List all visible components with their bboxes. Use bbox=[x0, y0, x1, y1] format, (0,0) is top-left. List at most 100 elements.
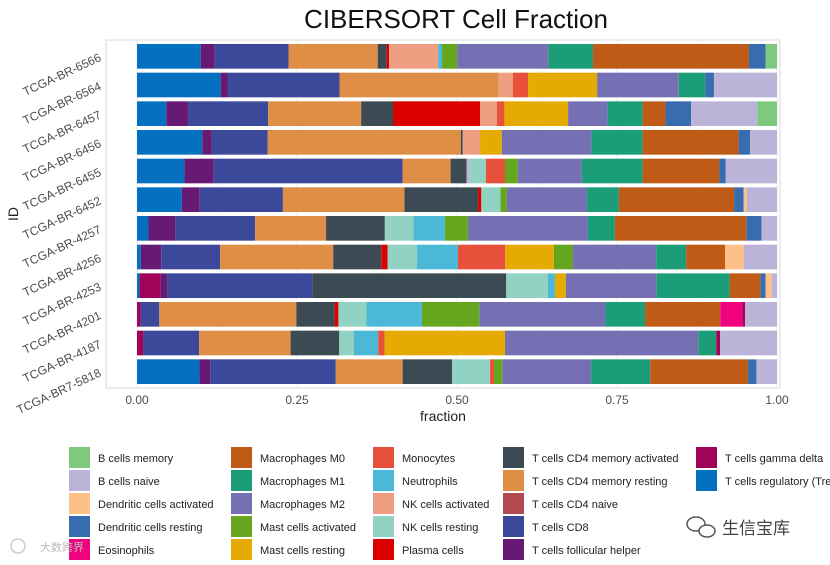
bar-segment-mast-cells-activated bbox=[553, 244, 574, 270]
legend-item-macrophages-m0: Macrophages M0 bbox=[231, 447, 345, 468]
bar-segment-b-cells-naive bbox=[761, 216, 777, 241]
bars bbox=[137, 44, 777, 384]
legend-label: T cells gamma delta bbox=[725, 453, 824, 465]
bar-segment-mast-cells-activated bbox=[493, 359, 503, 384]
bar-segment-mast-cells-resting bbox=[504, 101, 569, 126]
bar-segment-macrophages-m2 bbox=[467, 216, 588, 241]
bar-segment-t-cells-cd8 bbox=[187, 101, 269, 126]
bar-segment-dendritic-cells-resting bbox=[746, 216, 762, 241]
bar-segment-t-cells-cd8 bbox=[213, 158, 403, 184]
bar-segment-t-cells-cd4-memory-activated bbox=[326, 216, 385, 241]
bar-segment-mast-cells-activated bbox=[442, 44, 458, 69]
bar-segment-mast-cells-activated bbox=[421, 302, 480, 327]
legend: B cells memory B cells naive Dendritic cel… bbox=[69, 447, 830, 560]
bar-TCGA-BR-6452 bbox=[137, 187, 777, 212]
legend-swatch bbox=[696, 470, 717, 491]
legend-swatch bbox=[69, 493, 90, 514]
plot-panel bbox=[105, 39, 781, 389]
bar-segment-t-cells-cd4-memory-activated bbox=[460, 130, 463, 155]
legend-swatch bbox=[373, 539, 394, 560]
legend-item-t-cells-cd4-memory-activated: T cells CD4 memory activated bbox=[503, 447, 679, 468]
legend-label: Macrophages M2 bbox=[260, 499, 345, 511]
bar-segment-nk-cells-resting bbox=[338, 302, 367, 327]
x-tick-label: 0.75 bbox=[605, 393, 629, 407]
bar-TCGA-BR-6566 bbox=[137, 44, 777, 69]
legend-label: T cells CD4 naive bbox=[532, 499, 618, 511]
legend-swatch bbox=[231, 447, 252, 468]
y-tick-labels: TCGA-BR-6566TCGA-BR-6564TCGA-BR-6457TCGA… bbox=[15, 50, 104, 417]
bar-segment-b-cells-naive bbox=[691, 101, 758, 126]
bar-segment-nk-cells-resting bbox=[506, 273, 548, 298]
bar-segment-t-cells-regulatory-tregs bbox=[137, 244, 141, 270]
bar-segment-plasma-cells bbox=[478, 187, 482, 212]
bar-segment-t-cells-cd4-memory-resting bbox=[402, 158, 451, 184]
bar-segment-neutrophils bbox=[417, 244, 458, 270]
watermark-right-text: 生信宝库 bbox=[722, 519, 790, 539]
legend-label: Eosinophils bbox=[98, 545, 155, 557]
y-axis-title: ID bbox=[5, 207, 21, 221]
bar-segment-macrophages-m2 bbox=[506, 187, 587, 212]
bar-segment-t-cells-cd4-memory-resting bbox=[199, 330, 291, 356]
bar-segment-macrophages-m1 bbox=[587, 216, 615, 241]
bar-segment-t-cells-cd8 bbox=[143, 330, 200, 356]
legend-item-eosinophils: Eosinophils bbox=[69, 539, 155, 560]
bar-segment-macrophages-m1 bbox=[586, 187, 619, 212]
legend-label: Mast cells resting bbox=[260, 545, 345, 557]
grid bbox=[105, 39, 781, 389]
bar-segment-t-cells-follicular-helper bbox=[202, 130, 212, 155]
legend-item-mast-cells-activated: Mast cells activated bbox=[231, 516, 356, 537]
bar-segment-mast-cells-activated bbox=[505, 158, 518, 184]
bar-segment-macrophages-m0 bbox=[686, 244, 726, 270]
chart-title: CIBERSORT Cell Fraction bbox=[304, 4, 608, 34]
legend-item-neutrophils: Neutrophils bbox=[373, 470, 458, 491]
bar-segment-dendritic-cells-resting bbox=[705, 72, 714, 98]
bar-segment-t-cells-regulatory-tregs bbox=[137, 72, 221, 98]
legend-label: T cells follicular helper bbox=[532, 545, 641, 557]
bar-segment-t-cells-cd4-memory-activated bbox=[402, 359, 453, 384]
bar-segment-t-cells-follicular-helper bbox=[199, 359, 211, 384]
legend-label: Macrophages M1 bbox=[260, 476, 345, 488]
bar-segment-t-cells-cd4-memory-activated bbox=[296, 302, 335, 327]
bar-segment-dendritic-cells-resting bbox=[760, 273, 766, 298]
bar-segment-neutrophils bbox=[438, 44, 443, 69]
legend-item-t-cells-cd4-memory-resting: T cells CD4 memory resting bbox=[503, 470, 668, 491]
bar-segment-t-cells-cd4-memory-activated bbox=[333, 244, 382, 270]
bar-segment-macrophages-m1 bbox=[591, 359, 651, 384]
legend-swatch bbox=[69, 516, 90, 537]
x-tick-label: 1.00 bbox=[765, 393, 789, 407]
bar-segment-t-cells-gamma-delta bbox=[139, 273, 161, 298]
bar-segment-t-cells-cd4-memory-resting bbox=[159, 302, 297, 327]
x-tick-label: 0.00 bbox=[125, 393, 149, 407]
bar-segment-plasma-cells bbox=[334, 302, 339, 327]
bar-segment-t-cells-regulatory-tregs bbox=[137, 101, 167, 126]
bar-segment-b-cells-naive bbox=[720, 330, 777, 356]
bar-segment-t-cells-follicular-helper bbox=[160, 273, 168, 298]
bar-segment-macrophages-m0 bbox=[642, 158, 720, 184]
bar-segment-macrophages-m1 bbox=[607, 101, 643, 126]
bar-segment-t-cells-regulatory-tregs bbox=[137, 44, 201, 69]
watermark-right: 生信宝库 bbox=[686, 516, 790, 539]
legend-item-t-cells-follicular-helper: T cells follicular helper bbox=[503, 539, 641, 560]
bar-segment-monocytes bbox=[378, 330, 385, 356]
bar-segment-t-cells-gamma-delta bbox=[716, 330, 721, 356]
bar-segment-t-cells-cd4-memory-resting bbox=[339, 72, 499, 98]
legend-label: B cells naive bbox=[98, 476, 160, 488]
bar-segment-t-cells-cd8 bbox=[214, 44, 289, 69]
bar-segment-t-cells-cd4-memory-resting bbox=[335, 359, 403, 384]
bar-segment-t-cells-follicular-helper bbox=[200, 44, 215, 69]
bar-segment-macrophages-m1 bbox=[605, 302, 646, 327]
legend-swatch bbox=[503, 447, 524, 468]
bar-segment-nk-cells-resting bbox=[339, 330, 354, 356]
bar-segment-plasma-cells bbox=[381, 244, 388, 270]
x-axis-title: fraction bbox=[420, 408, 466, 424]
bar-segment-t-cells-cd4-memory-activated bbox=[290, 330, 340, 356]
legend-swatch bbox=[503, 516, 524, 537]
bar-segment-mast-cells-resting bbox=[505, 244, 554, 270]
bar-segment-t-cells-cd4-memory-resting bbox=[282, 187, 405, 212]
legend-label: T cells CD4 memory resting bbox=[532, 476, 668, 488]
legend-item-dendritic-cells-resting: Dendritic cells resting bbox=[69, 516, 203, 537]
bar-TCGA-BR-6457 bbox=[137, 101, 777, 126]
bar-segment-t-cells-cd4-memory-activated bbox=[450, 158, 467, 184]
bar-segment-t-cells-cd4-memory-resting bbox=[220, 244, 334, 270]
